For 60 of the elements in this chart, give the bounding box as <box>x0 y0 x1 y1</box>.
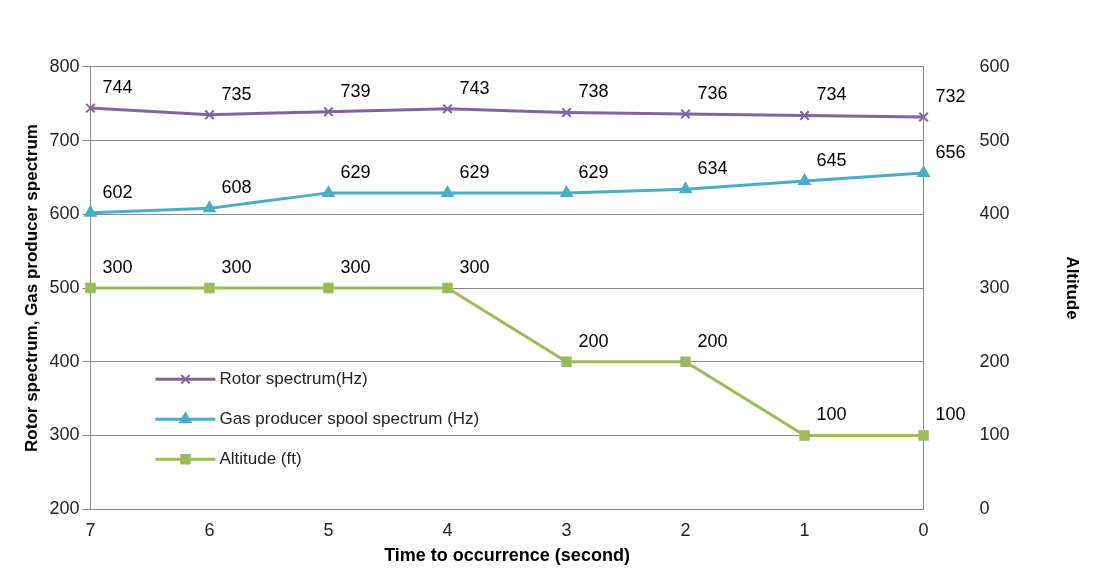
data-label: 602 <box>102 181 133 202</box>
data-label: 100 <box>816 404 847 425</box>
x-tick-label: 5 <box>323 519 334 540</box>
data-label: 200 <box>697 330 728 351</box>
y2-tick-label: 400 <box>979 203 1010 224</box>
data-label: 200 <box>578 330 609 351</box>
point <box>323 282 334 294</box>
point <box>85 282 96 294</box>
point <box>204 282 215 294</box>
data-label: 732 <box>935 85 966 106</box>
legend-label: Gas producer spool spectrum (Hz) <box>219 408 480 428</box>
point <box>442 282 453 294</box>
y-tick-label: 600 <box>49 203 80 224</box>
y-tick-label: 800 <box>49 55 80 76</box>
point <box>918 430 929 441</box>
y-axis-title: Rotor spectrum, Gas producer spectrum <box>21 124 41 452</box>
y2-tick-label: 500 <box>979 129 1010 150</box>
point <box>561 356 572 367</box>
x-tick-label: 1 <box>799 519 810 540</box>
y2-axis-title: Altitude <box>1063 256 1083 320</box>
y-tick-label: 500 <box>49 276 80 297</box>
data-label: 736 <box>697 82 728 103</box>
legend-label: Altitude (ft) <box>219 448 302 468</box>
data-label: 645 <box>816 150 847 171</box>
data-label: 100 <box>935 404 966 425</box>
data-label: 739 <box>340 80 371 101</box>
data-label: 300 <box>221 256 252 277</box>
data-label: 735 <box>221 83 252 104</box>
y2-tick-label: 0 <box>979 498 990 519</box>
x-tick-label: 3 <box>561 519 572 540</box>
data-label: 634 <box>697 158 728 179</box>
data-label: 300 <box>102 256 133 277</box>
x-tick-label: 0 <box>918 519 929 540</box>
x-tick-label: 4 <box>442 519 453 540</box>
x-tick-label: 6 <box>204 519 215 540</box>
y-tick-label: 300 <box>49 424 80 445</box>
data-label: 743 <box>459 77 490 98</box>
y2-tick-label: 200 <box>979 350 1010 371</box>
data-label: 629 <box>459 161 490 182</box>
data-label: 738 <box>578 81 609 102</box>
data-label: 629 <box>578 161 609 182</box>
x-tick-label: 7 <box>85 519 96 540</box>
data-label: 734 <box>816 84 847 105</box>
point <box>799 430 810 441</box>
y-tick-label: 400 <box>49 350 80 371</box>
legend-label: Rotor spectrum(Hz) <box>219 368 368 388</box>
y-tick-label: 700 <box>49 129 80 150</box>
data-label: 300 <box>459 256 490 277</box>
data-label: 656 <box>935 141 966 162</box>
point <box>680 356 691 367</box>
y2-tick-label: 300 <box>979 276 1010 297</box>
x-tick-label: 2 <box>680 519 691 540</box>
data-label: 300 <box>340 256 371 277</box>
data-label: 608 <box>221 177 252 198</box>
data-label: 629 <box>340 161 371 182</box>
x-axis-title: Time to occurrence (second) <box>384 544 630 565</box>
data-label: 744 <box>102 77 133 98</box>
y2-tick-label: 100 <box>979 424 1010 445</box>
y2-tick-label: 600 <box>979 55 1010 76</box>
y-tick-label: 200 <box>49 498 80 519</box>
